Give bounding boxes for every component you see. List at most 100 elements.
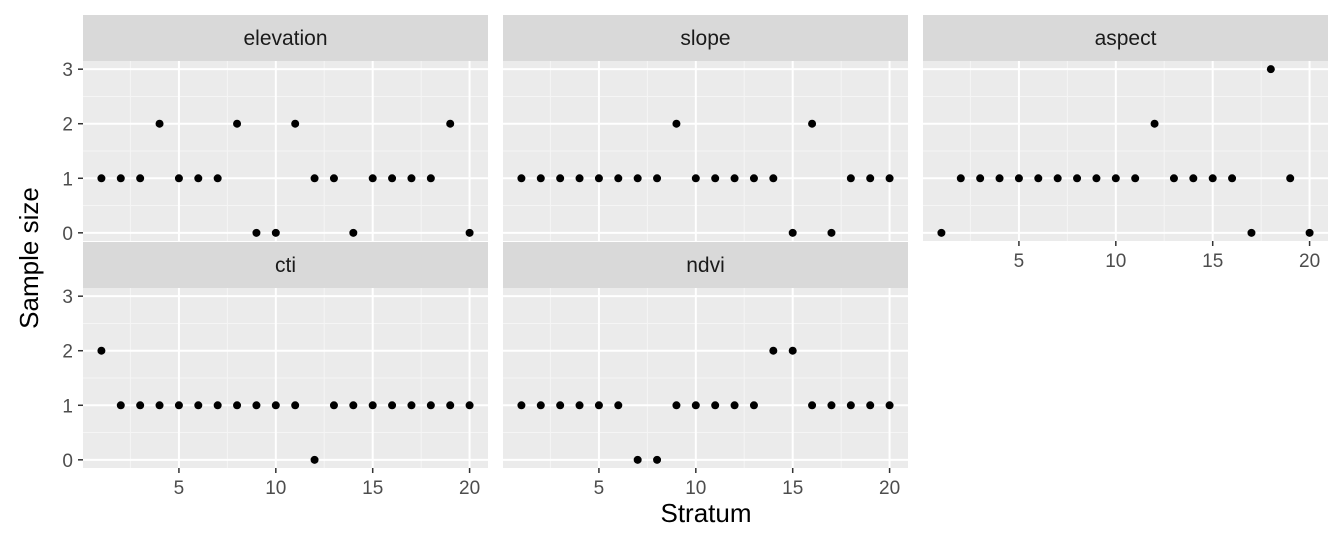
x-tick-label: 10 xyxy=(685,478,706,499)
data-point xyxy=(465,228,474,237)
y-tick-label: 1 xyxy=(62,169,73,190)
data-point xyxy=(368,174,377,183)
data-point xyxy=(155,119,164,128)
data-point xyxy=(194,401,203,410)
x-tick-label: 5 xyxy=(594,478,605,499)
data-point xyxy=(233,119,242,128)
data-point xyxy=(1014,174,1023,183)
y-tick-label: 0 xyxy=(62,451,73,472)
data-point xyxy=(291,119,300,128)
data-point xyxy=(788,346,797,355)
data-point xyxy=(594,174,603,183)
facet-panels: elevation 0 1 2 3 slope aspect 5 10 15 20 cti 0 1 2 3 5 1… xyxy=(62,15,1328,499)
data-point xyxy=(446,119,455,128)
data-point xyxy=(388,401,397,410)
y-tick-label: 3 xyxy=(62,60,73,81)
data-point xyxy=(976,174,985,183)
data-point xyxy=(1286,174,1295,183)
data-point xyxy=(827,228,836,237)
data-point xyxy=(1092,174,1101,183)
data-point xyxy=(1247,228,1256,237)
data-point xyxy=(291,401,300,410)
data-point xyxy=(885,174,894,183)
data-point xyxy=(653,174,662,183)
x-tick-label: 10 xyxy=(1105,251,1126,272)
data-point xyxy=(349,401,358,410)
data-point xyxy=(769,174,778,183)
data-point xyxy=(730,174,739,183)
data-point xyxy=(1228,174,1237,183)
data-point xyxy=(426,174,435,183)
x-tick-label: 20 xyxy=(1299,251,1320,272)
data-point xyxy=(808,119,817,128)
facet-strip xyxy=(503,242,908,288)
x-tick-label: 5 xyxy=(174,478,185,499)
facet-strip-label: slope xyxy=(680,27,730,50)
facet-strip xyxy=(83,242,488,288)
data-point xyxy=(536,174,545,183)
data-point xyxy=(517,174,526,183)
facet-strip-label: elevation xyxy=(243,27,327,50)
x-tick-label: 15 xyxy=(1202,251,1223,272)
facet-strip-label: cti xyxy=(275,254,296,277)
data-point xyxy=(1189,174,1198,183)
data-point xyxy=(426,401,435,410)
data-point xyxy=(252,228,261,237)
data-point xyxy=(788,228,797,237)
data-point xyxy=(1208,174,1217,183)
data-point xyxy=(1034,174,1043,183)
facet-strip xyxy=(923,15,1328,61)
x-tick-label: 10 xyxy=(265,478,286,499)
data-point xyxy=(136,174,145,183)
data-point xyxy=(194,174,203,183)
data-point xyxy=(711,401,720,410)
facet-strip xyxy=(503,15,908,61)
data-point xyxy=(691,174,700,183)
data-point xyxy=(956,174,965,183)
data-point xyxy=(1169,174,1178,183)
data-point xyxy=(97,174,106,183)
data-point xyxy=(1053,174,1062,183)
data-point xyxy=(866,174,875,183)
data-point xyxy=(672,401,681,410)
x-tick-label: 5 xyxy=(1014,251,1025,272)
facet-strip xyxy=(83,15,488,61)
data-point xyxy=(556,401,565,410)
data-point xyxy=(730,401,739,410)
data-point xyxy=(633,455,642,464)
facet-panel-ndvi: ndvi 5 10 15 20 xyxy=(503,242,908,499)
facet-panel-slope: slope xyxy=(503,15,908,241)
data-point xyxy=(465,401,474,410)
data-point xyxy=(213,401,222,410)
data-point xyxy=(213,174,222,183)
data-point xyxy=(1073,174,1082,183)
y-tick-label: 3 xyxy=(62,287,73,308)
data-point xyxy=(995,174,1004,183)
data-point xyxy=(233,401,242,410)
data-point xyxy=(575,401,584,410)
y-tick-label: 1 xyxy=(62,396,73,417)
data-point xyxy=(769,346,778,355)
facet-panel-cti: cti 0 1 2 3 5 10 15 20 xyxy=(62,242,488,499)
data-point xyxy=(691,401,700,410)
data-point xyxy=(614,174,623,183)
data-point xyxy=(614,401,623,410)
data-point xyxy=(846,174,855,183)
data-point xyxy=(846,401,855,410)
data-point xyxy=(653,455,662,464)
data-point xyxy=(388,174,397,183)
data-point xyxy=(252,401,261,410)
x-tick-label: 20 xyxy=(879,478,900,499)
data-point xyxy=(594,401,603,410)
x-axis-title: Stratum xyxy=(660,498,751,528)
data-point xyxy=(1305,228,1314,237)
data-point xyxy=(174,174,183,183)
x-tick-label: 15 xyxy=(362,478,383,499)
data-point xyxy=(1266,65,1275,74)
data-point xyxy=(808,401,817,410)
y-tick-label: 0 xyxy=(62,224,73,245)
y-tick-label: 2 xyxy=(62,342,73,363)
data-point xyxy=(633,174,642,183)
facet-strip-label: aspect xyxy=(1095,27,1157,50)
